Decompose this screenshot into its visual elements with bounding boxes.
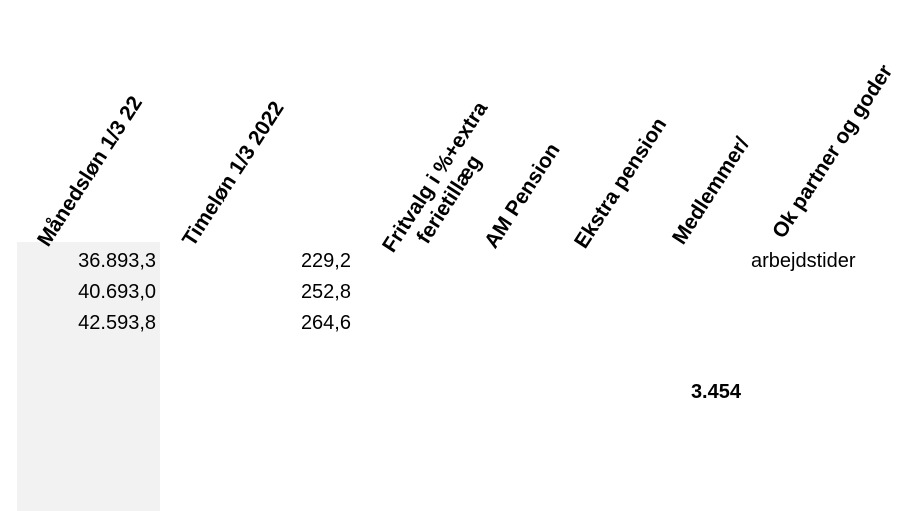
cell-timeloen-row-2: 252,8 <box>300 281 351 303</box>
header-am-pension: AM Pension <box>480 139 565 253</box>
shaded-column-background <box>17 242 160 511</box>
cell-timeloen-row-3: 264,6 <box>300 312 351 334</box>
cell-medlemmer-total: 3.454 <box>690 381 741 403</box>
header-ekstra-pension: Ekstra pension <box>570 113 672 253</box>
cell-timeloen-row-1: 229,2 <box>300 250 351 272</box>
cell-ok-partner-row-1: arbejdstider <box>751 250 856 272</box>
header-maanedsloen: Månedsløn 1/3 22 <box>33 92 148 251</box>
cell-maanedsloen-row-1: 36.893,3 <box>78 250 156 272</box>
cell-maanedsloen-row-3: 42.593,8 <box>78 312 156 334</box>
header-timeloen: Timeløn 1/3 2022 <box>178 97 289 251</box>
header-ok-partner: Ok partner og goder <box>768 60 898 243</box>
header-medlemmer: Medlemmer/ <box>668 133 755 249</box>
cell-maanedsloen-row-2: 40.693,0 <box>78 281 156 303</box>
